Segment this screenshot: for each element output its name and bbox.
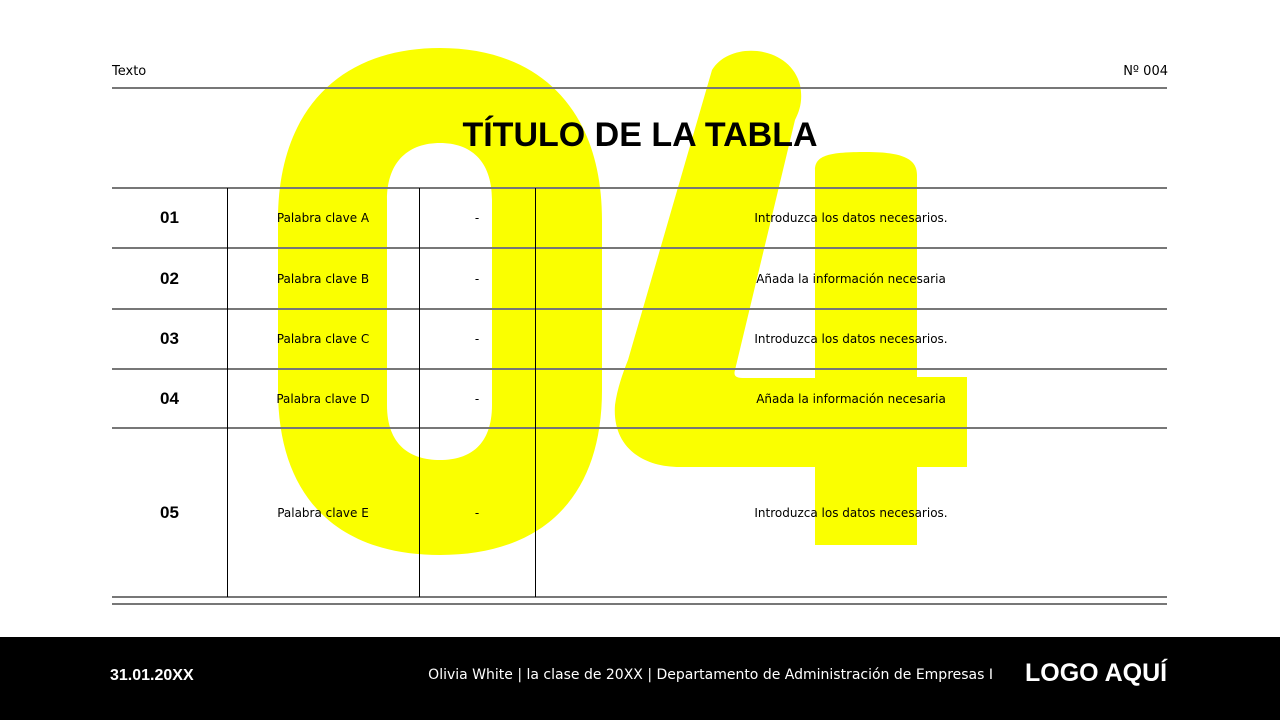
footer-date: 31.01.20XX	[110, 667, 194, 684]
cell-num: 05	[160, 502, 179, 522]
cell-dash: -	[474, 391, 480, 406]
cell-dash: -	[474, 505, 480, 520]
cell-dash: -	[474, 271, 480, 286]
row-divider	[112, 427, 1167, 429]
cell-dash: -	[474, 332, 480, 346]
cell-num: 04	[160, 388, 179, 408]
row-divider	[112, 368, 1167, 370]
cell-keyword: Palabra clave A	[276, 211, 370, 225]
table-title: TÍTULO DE LA TABLA	[462, 116, 818, 154]
cell-info: Añada la información necesaria	[756, 271, 946, 286]
page-number: Nº 004	[1123, 64, 1168, 79]
header-left-text: Texto	[112, 64, 147, 79]
footer: 31.01.20XX Olivia White | la clase de 20…	[0, 637, 1280, 720]
column-divider	[419, 188, 420, 597]
row-divider	[112, 187, 1167, 189]
cell-keyword: Palabra clave E	[277, 505, 369, 520]
cell-info: Introduzca los datos necesarios.	[754, 505, 948, 520]
cell-num: 01	[160, 208, 179, 227]
header-divider	[112, 87, 1167, 89]
cell-keyword: Palabra clave D	[276, 391, 370, 406]
cell-keyword: Palabra clave B	[276, 271, 370, 286]
footer-credits: Olivia White | la clase de 20XX | Depart…	[428, 667, 993, 683]
watermark-digit-4	[614, 50, 967, 545]
column-divider	[535, 188, 536, 597]
cell-keyword: Palabra clave C	[276, 332, 370, 346]
row-divider	[112, 247, 1167, 249]
cell-dash: -	[474, 211, 480, 225]
column-divider	[227, 188, 228, 597]
cell-info: Introduzca los datos necesarios.	[754, 211, 948, 225]
row-divider	[112, 596, 1167, 598]
cell-num: 02	[160, 268, 179, 288]
cell-info: Introduzca los datos necesarios.	[754, 332, 948, 346]
row-divider	[112, 603, 1167, 605]
cell-info: Añada la información necesaria	[756, 391, 946, 406]
logo-placeholder: LOGO AQUÍ	[1025, 659, 1168, 687]
row-divider	[112, 308, 1167, 310]
cell-num: 03	[160, 329, 179, 348]
